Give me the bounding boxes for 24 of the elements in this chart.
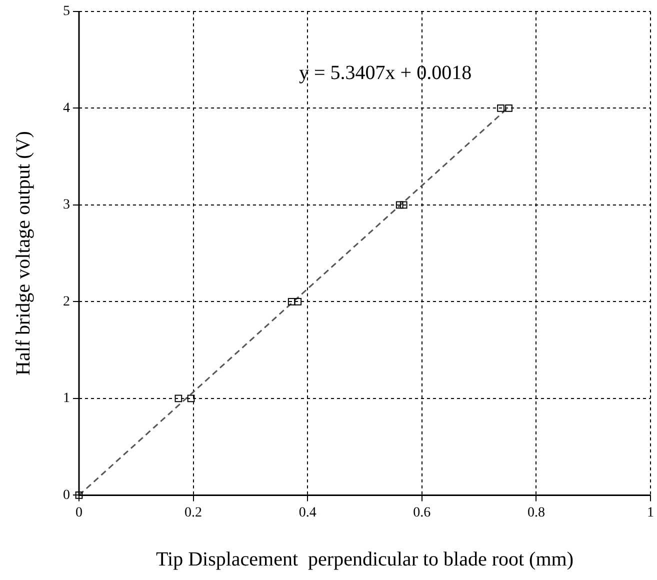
x-tick-label: 0 — [76, 505, 82, 520]
x-axis-title: Tip Displacement perpendicular to blade root (mm) — [156, 548, 574, 570]
point — [174, 394, 182, 402]
point — [400, 201, 408, 209]
y-axis-title: Half bridge voltage output (V) — [12, 131, 34, 376]
y-tick-label: 2 — [63, 294, 70, 310]
y-tick-label: 1 — [63, 391, 70, 406]
point — [187, 394, 195, 402]
x-tick-label: 0.6 — [413, 505, 431, 520]
point — [288, 298, 296, 306]
y-tick-label: 0 — [63, 488, 70, 503]
y-tick-label: 4 — [63, 100, 70, 116]
point — [505, 104, 512, 112]
x-tick-label: 1 — [647, 505, 654, 520]
y-tick-label: 5 — [63, 4, 70, 20]
x-tick-label: 0.4 — [298, 505, 316, 520]
point — [396, 201, 404, 209]
point — [497, 104, 504, 112]
annotation: y = 5.3407x + 0.0018 — [299, 62, 472, 84]
y-tick-label: 3 — [63, 198, 70, 213]
x-tick-label: 0.8 — [527, 505, 545, 520]
point — [294, 298, 302, 306]
x-tick-label: 0.2 — [184, 505, 202, 520]
point — [75, 492, 83, 499]
